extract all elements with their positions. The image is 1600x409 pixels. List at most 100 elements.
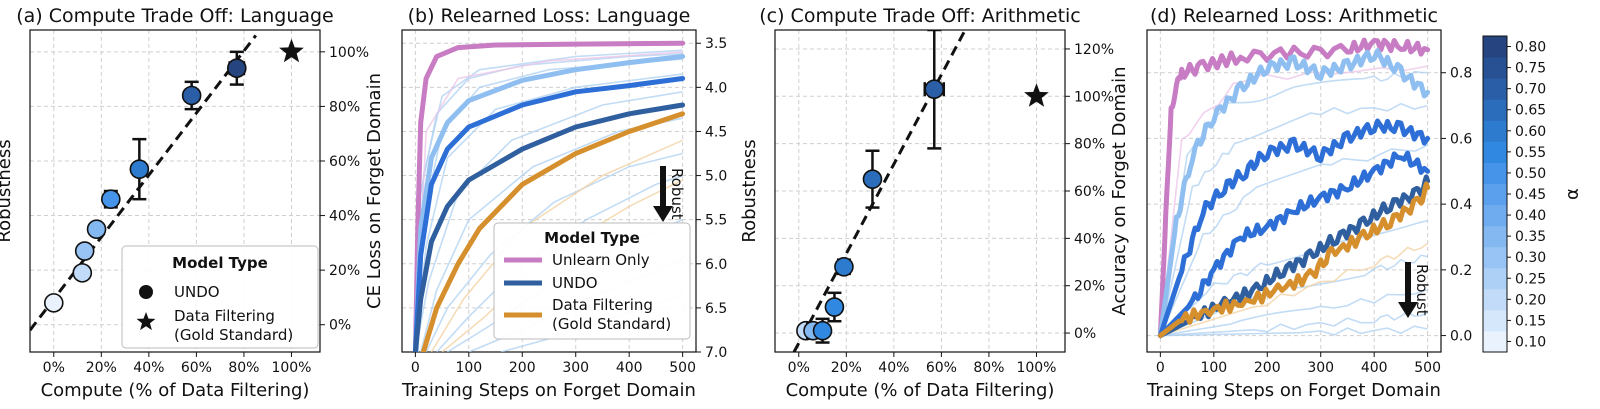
d-ytick-label-4: 0.8 bbox=[1450, 66, 1472, 82]
b-legend-undo-label: UNDO bbox=[552, 274, 598, 292]
a-xtick-label-0: 0% bbox=[43, 360, 65, 376]
c-fit-line bbox=[792, 30, 967, 352]
c-undo-point-2 bbox=[812, 320, 833, 341]
b-xtick-label-2: 200 bbox=[509, 360, 536, 376]
alpha-colorbar: 0.10 0.15 0.20 0.25 0.30 0.35 0.40 0.45 0.50 0.55… bbox=[1482, 35, 1583, 353]
colorbar-segment-9 bbox=[1483, 141, 1507, 163]
b-series-2 bbox=[412, 76, 686, 352]
c-xtick-label-5: 100% bbox=[1016, 360, 1056, 376]
d-xtick-label-4: 400 bbox=[1361, 360, 1388, 376]
d-series-2 bbox=[1157, 118, 1431, 339]
a-xtick-label-2: 40% bbox=[133, 360, 164, 376]
d-faint-run-7 bbox=[1160, 325, 1428, 337]
d-xtick-label-5: 500 bbox=[1414, 360, 1441, 376]
colorbar-tick-label-4: 0.30 bbox=[1515, 250, 1546, 266]
colorbar-tick-label-2: 0.20 bbox=[1515, 292, 1546, 308]
c-plot-area bbox=[792, 30, 1049, 352]
d-ylabel: Accuracy on Forget Domain bbox=[1109, 67, 1130, 316]
b-ytick-label-4: 5.5 bbox=[705, 213, 727, 229]
b-ytick-label-7: 7.0 bbox=[705, 345, 727, 361]
colorbar-label: α bbox=[1562, 188, 1583, 200]
panel-b-relearned-loss-language: 0 100 200 300 400 500 3.5 4.0 4.5 5.0 5.5 6.0 6.5 7.0… bbox=[364, 5, 727, 401]
d-xtick-label-3: 300 bbox=[1307, 360, 1334, 376]
a-legend-df-label-2: (Gold Standard) bbox=[174, 326, 293, 344]
panel-d-relearned-loss-arithmetic: 0 100 200 300 400 500 0.0 0.2 0.4 0.6 0.8 (d) Relea… bbox=[1109, 5, 1472, 401]
colorbar-segment-11 bbox=[1483, 99, 1507, 121]
a-axes-frame bbox=[29, 29, 321, 353]
colorbar-tick-label-13: 0.75 bbox=[1515, 61, 1546, 77]
colorbar-tick-label-1: 0.15 bbox=[1515, 313, 1546, 329]
c-undo-point-3 bbox=[824, 297, 845, 317]
b-xtick-label-1: 100 bbox=[455, 360, 482, 376]
c-ytick-label-4: 80% bbox=[1074, 137, 1105, 153]
colorbar-segment-3 bbox=[1483, 267, 1507, 290]
c-title: (c) Compute Trade Off: Arithmetic bbox=[759, 5, 1081, 27]
b-ytick-label-6: 6.5 bbox=[705, 301, 727, 317]
c-ytick-label-1: 20% bbox=[1074, 279, 1105, 295]
b-legend-unlearn-label: Unlearn Only bbox=[552, 251, 650, 269]
colorbar-tick-label-11: 0.65 bbox=[1515, 103, 1546, 119]
d-series-5 bbox=[1157, 181, 1431, 339]
b-ytick-label-2: 4.5 bbox=[705, 124, 727, 140]
a-fit-line bbox=[30, 34, 258, 332]
c-undo-point-6 bbox=[924, 79, 945, 99]
b-legend-df-label-2: (Gold Standard) bbox=[552, 315, 671, 333]
b-ytick-label-1: 4.0 bbox=[705, 80, 727, 96]
d-faint-run-2 bbox=[1159, 144, 1428, 336]
c-xtick-label-4: 80% bbox=[973, 360, 1004, 376]
b-ytick-label-3: 5.0 bbox=[705, 169, 727, 185]
a-xtick-label-5: 100% bbox=[271, 360, 311, 376]
c-xtick-label-3: 60% bbox=[926, 360, 957, 376]
d-axes-frame bbox=[1146, 29, 1442, 353]
colorbar-segment-10 bbox=[1483, 120, 1507, 142]
b-robust-label: Robust bbox=[668, 168, 686, 220]
a-ylabel: Robustness bbox=[0, 139, 15, 242]
c-ytick-label-3: 60% bbox=[1074, 184, 1105, 200]
a-undo-point-1 bbox=[72, 263, 93, 283]
d-ytick-label-3: 0.6 bbox=[1450, 131, 1472, 147]
d-faint-run-1 bbox=[1159, 102, 1428, 336]
colorbar-segment-0 bbox=[1483, 330, 1507, 353]
colorbar-tick-label-10: 0.60 bbox=[1515, 124, 1546, 140]
a-legend-df-marker bbox=[136, 312, 156, 331]
b-series-0 bbox=[412, 40, 686, 352]
colorbar-segment-13 bbox=[1483, 57, 1507, 79]
a-undo-point-3 bbox=[86, 219, 107, 240]
panel-c-compute-tradeoff-arithmetic: 0% 20% 40% 60% 80% 100% 0% 20% 40% 60% 80% 100% 120%… bbox=[739, 5, 1114, 401]
colorbar-segment-14 bbox=[1483, 36, 1507, 58]
d-title: (d) Relearned Loss: Arithmetic bbox=[1150, 5, 1438, 27]
d-ytick-label-2: 0.4 bbox=[1450, 197, 1472, 213]
b-series-3 bbox=[412, 102, 686, 352]
b-title: (b) Relearned Loss: Language bbox=[408, 5, 691, 27]
a-ytick-label-0: 0% bbox=[329, 318, 351, 334]
a-legend-df-label-1: Data Filtering bbox=[174, 307, 275, 325]
colorbar-segment-2 bbox=[1483, 288, 1507, 311]
a-legend-title: Model Type bbox=[172, 254, 268, 272]
b-series-1 bbox=[412, 54, 686, 352]
b-xtick-label-5: 500 bbox=[669, 360, 696, 376]
a-legend-box bbox=[121, 245, 319, 349]
colorbar-tick-label-8: 0.50 bbox=[1515, 166, 1546, 182]
b-robust-arrow-head bbox=[653, 206, 673, 222]
c-ytick-label-5: 100% bbox=[1074, 89, 1114, 105]
colorbar-tick-label-9: 0.55 bbox=[1515, 145, 1546, 161]
colorbar-tick-label-5: 0.35 bbox=[1515, 229, 1546, 245]
c-xtick-label-0: 0% bbox=[788, 360, 810, 376]
a-ytick-label-3: 60% bbox=[329, 154, 360, 170]
a-xtick-label-4: 80% bbox=[228, 360, 259, 376]
a-undo-point-7 bbox=[227, 58, 247, 79]
b-ytick-label-0: 3.5 bbox=[705, 36, 727, 52]
d-plot-area bbox=[1157, 37, 1431, 339]
d-faint-run-3 bbox=[1159, 219, 1428, 337]
colorbar-segment-1 bbox=[1483, 309, 1507, 332]
a-undo-point-0 bbox=[43, 293, 64, 313]
b-xlabel: Training Steps on Forget Domain bbox=[401, 380, 696, 401]
a-ytick-label-5: 100% bbox=[329, 45, 369, 61]
colorbar-tick-label-3: 0.25 bbox=[1515, 271, 1546, 287]
a-undo-point-4 bbox=[101, 189, 121, 209]
colorbar-segment-7 bbox=[1483, 183, 1507, 206]
d-xtick-label-2: 200 bbox=[1254, 360, 1281, 376]
a-undo-point-2 bbox=[74, 241, 95, 261]
b-ytick-label-5: 6.0 bbox=[705, 257, 727, 273]
